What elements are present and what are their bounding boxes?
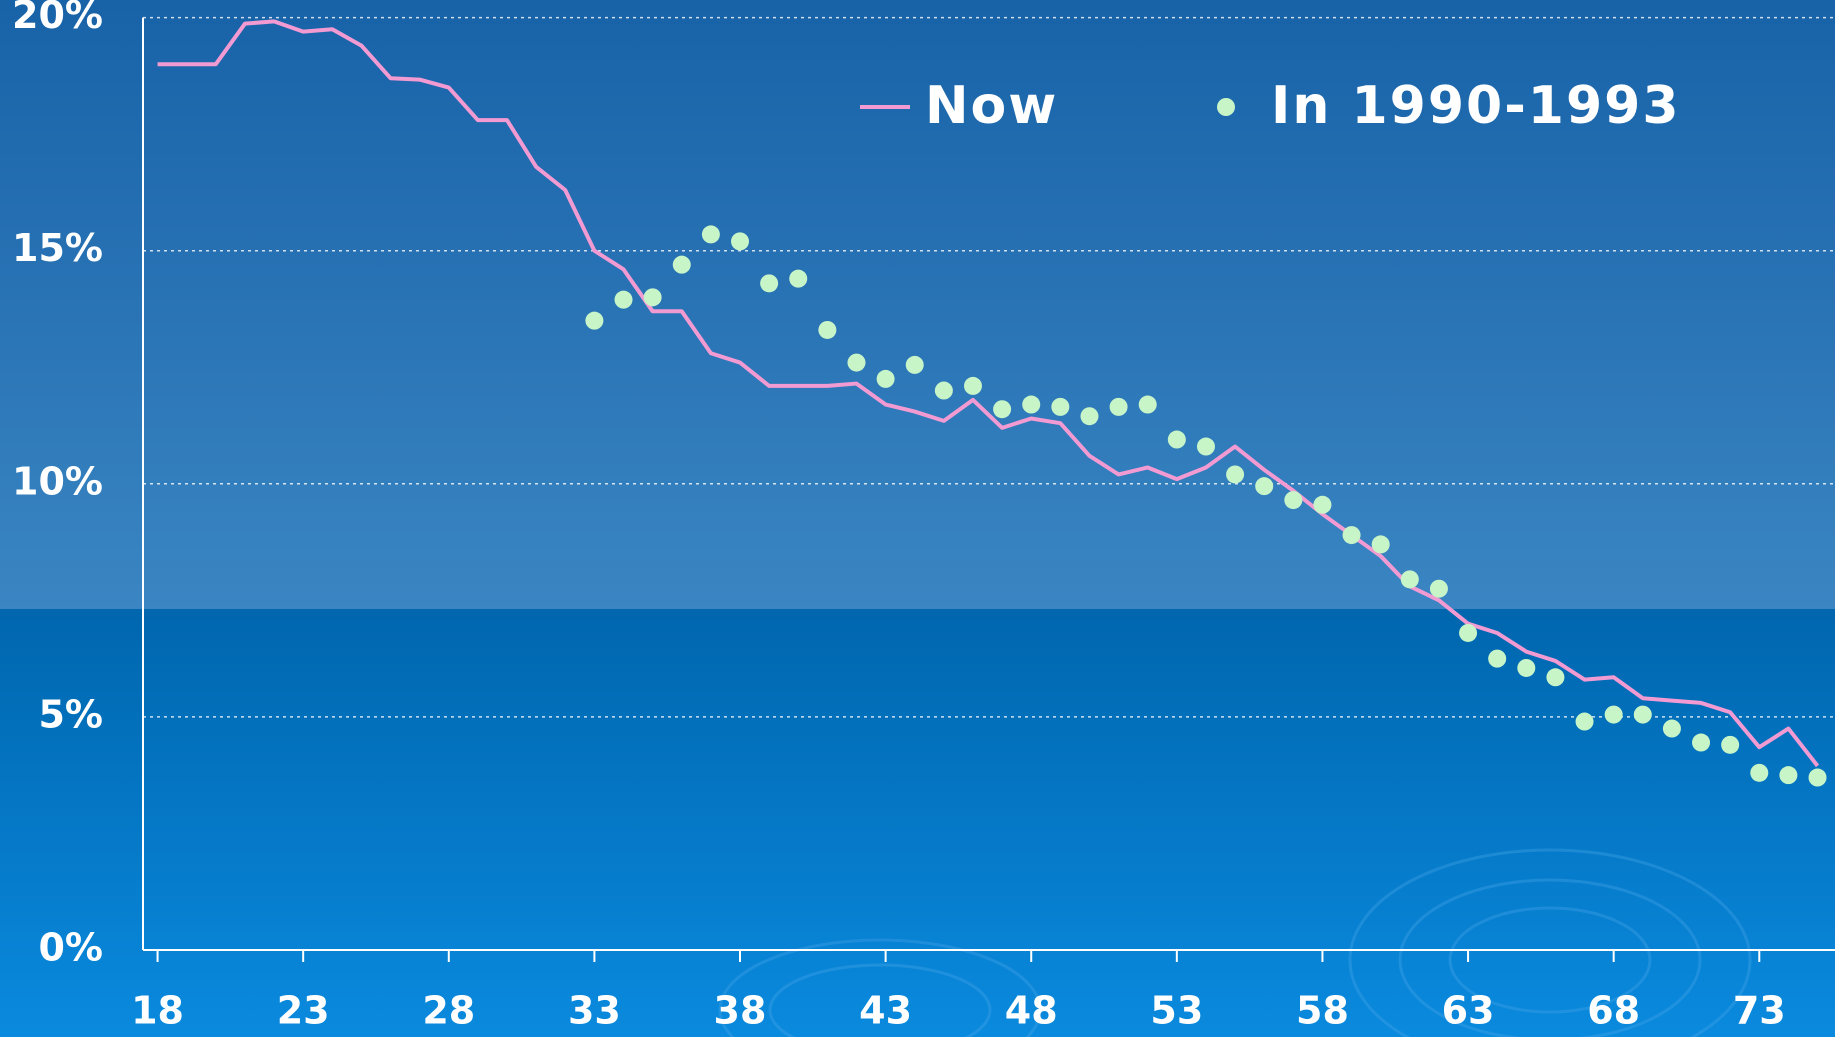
series-dot — [906, 356, 924, 374]
legend-label: Now — [925, 76, 1058, 136]
series-dot — [1488, 650, 1506, 668]
series-dot — [789, 270, 807, 288]
series-dot — [1576, 713, 1594, 731]
series-dot — [1430, 580, 1448, 598]
series-dot — [585, 312, 603, 330]
series-dot — [1255, 477, 1273, 495]
y-tick-label: 5% — [38, 692, 103, 736]
x-tick-label: 28 — [422, 989, 475, 1033]
series-dot — [1692, 734, 1710, 752]
series-dot — [847, 354, 865, 372]
series-dot — [1139, 396, 1157, 414]
series-dot — [760, 274, 778, 292]
series-dot — [1343, 526, 1361, 544]
series-dot — [1750, 764, 1768, 782]
series-dot — [615, 291, 633, 309]
series-dot — [731, 232, 749, 250]
x-tick-label: 63 — [1442, 989, 1495, 1033]
chart: 0% 5% 10% 15% 20% 18 23 28 33 38 43 48 53 58 63 68 73 Now… — [0, 0, 1835, 1037]
y-tick-label: 20% — [12, 0, 103, 37]
series-dot — [1605, 706, 1623, 724]
x-tick-label: 73 — [1733, 989, 1786, 1033]
series-dot — [1313, 496, 1331, 514]
series-dot — [1663, 720, 1681, 738]
series-dot — [1110, 398, 1128, 416]
y-tick-label: 0% — [38, 926, 103, 970]
series-dot — [1809, 769, 1827, 787]
x-tick-label: 68 — [1587, 989, 1640, 1033]
x-tick-label: 58 — [1296, 989, 1349, 1033]
x-tick-label: 18 — [131, 989, 184, 1033]
series-dot — [1372, 535, 1390, 553]
series-dot — [993, 400, 1011, 418]
series-dot — [1721, 736, 1739, 754]
y-tick-label: 10% — [12, 459, 103, 503]
series-dot — [1284, 491, 1302, 509]
page: 0% 5% 10% 15% 20% 18 23 28 33 38 43 48 53 58 63 68 73 Now… — [0, 0, 1835, 1037]
series-dot — [964, 377, 982, 395]
series-dot — [1634, 706, 1652, 724]
series-dot — [1226, 465, 1244, 483]
y-tick-label: 15% — [12, 226, 103, 270]
x-tick-label: 38 — [714, 989, 767, 1033]
series-dot — [935, 382, 953, 400]
x-tick-label: 33 — [568, 989, 621, 1033]
series-dot — [877, 370, 895, 388]
x-tick-label: 48 — [1005, 989, 1058, 1033]
series-dot — [1168, 431, 1186, 449]
series-dot — [1546, 668, 1564, 686]
legend-label: In 1990-1993 — [1271, 76, 1681, 136]
series-dot — [1517, 659, 1535, 677]
x-tick-label: 23 — [277, 989, 330, 1033]
series-dot — [1459, 624, 1477, 642]
series-dot — [1779, 766, 1797, 784]
series-dot — [702, 225, 720, 243]
series-dot — [1022, 396, 1040, 414]
series-dot — [1051, 398, 1069, 416]
series-dot — [818, 321, 836, 339]
series-dot — [644, 288, 662, 306]
legend-dot — [1217, 98, 1235, 116]
series-dot — [673, 256, 691, 274]
series-dot — [1197, 438, 1215, 456]
x-tick-label: 43 — [859, 989, 912, 1033]
series-dot — [1080, 407, 1098, 425]
series-dot — [1401, 570, 1419, 588]
x-tick-label: 53 — [1150, 989, 1203, 1033]
